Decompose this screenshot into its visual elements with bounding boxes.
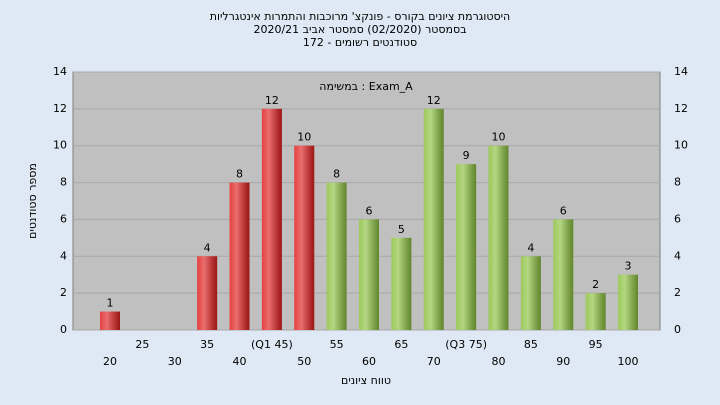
bar-shade (326, 182, 347, 330)
x-tick-label: 30 (168, 355, 182, 368)
y2-tick-label: 2 (674, 286, 681, 299)
y-tick-label: 0 (60, 323, 67, 336)
bar-shade (294, 145, 315, 330)
data-label: 9 (463, 149, 470, 162)
data-label: 8 (333, 168, 340, 181)
chart-subtitle: סטודנטים רשומים - 172 (303, 36, 417, 49)
y-axis-label: מספר סטודנטים (26, 163, 39, 239)
x-tick-label: 60 (362, 355, 376, 368)
data-label: 6 (366, 204, 373, 217)
data-label: 3 (625, 260, 632, 273)
bar-shade (100, 311, 120, 330)
x-tick-label: 65 (394, 338, 408, 351)
bar-shade (197, 256, 218, 330)
y2-tick-label: 4 (674, 249, 681, 262)
y2-tick-label: 8 (674, 176, 681, 189)
bar-shade (585, 293, 606, 330)
bar-shade (456, 164, 477, 330)
x-axis-label: טווח ציונים (341, 374, 391, 387)
data-label: 6 (560, 204, 567, 217)
data-label: 4 (204, 241, 211, 254)
data-label: 5 (398, 223, 405, 236)
y-tick-label: 8 (60, 176, 67, 189)
x-tick-label: 50 (297, 355, 311, 368)
data-label: 12 (265, 94, 279, 107)
bar-shade (488, 145, 509, 330)
x-tick-label: 20 (103, 355, 117, 368)
x-tick-label: 90 (556, 355, 570, 368)
bar-shade (618, 274, 638, 330)
data-label: 12 (427, 94, 441, 107)
y2-tick-label: 6 (674, 212, 681, 225)
chart-subtitle: בסמסטר (02/2020) סמסטר אביב 2020/21 (253, 23, 466, 36)
bar-shade (391, 237, 412, 330)
x-tick-label: 40 (233, 355, 247, 368)
data-label: 10 (297, 131, 311, 144)
bar-shade (553, 219, 574, 330)
y2-tick-label: 0 (674, 323, 681, 336)
y-tick-label: 10 (53, 139, 67, 152)
y-tick-label: 6 (60, 212, 67, 225)
y-tick-label: 2 (60, 286, 67, 299)
x-tick-label: 95 (589, 338, 603, 351)
bar-shade (520, 256, 541, 330)
x-tick-label: 70 (427, 355, 441, 368)
data-label: 10 (492, 131, 506, 144)
annotation: במשימה : Exam_A (319, 80, 413, 93)
y-tick-label: 4 (60, 249, 67, 262)
x-tick-label: 35 (200, 338, 214, 351)
data-label: 8 (236, 168, 243, 181)
bar-shade (229, 182, 250, 330)
data-label: 2 (592, 278, 599, 291)
data-label: 1 (107, 297, 114, 310)
x-tick-label: 85 (524, 338, 538, 351)
y2-tick-label: 12 (674, 102, 688, 115)
x-tick-label: (Q3 75) (445, 338, 487, 351)
y2-tick-label: 10 (674, 139, 688, 152)
x-tick-label: (Q1 45) (251, 338, 293, 351)
bar-shade (261, 108, 282, 330)
x-tick-label: 100 (618, 355, 639, 368)
data-label: 4 (527, 241, 534, 254)
y-tick-label: 12 (53, 102, 67, 115)
y2-tick-label: 14 (674, 65, 688, 78)
bar-shade (423, 108, 444, 330)
x-tick-label: 80 (492, 355, 506, 368)
chart-title: היסטוגרמת ציונים בקורס - פונקצ' מרוכבות … (210, 10, 511, 23)
x-tick-label: 55 (330, 338, 344, 351)
bar-shade (359, 219, 379, 330)
y-tick-label: 14 (53, 65, 67, 78)
x-tick-label: 25 (135, 338, 149, 351)
